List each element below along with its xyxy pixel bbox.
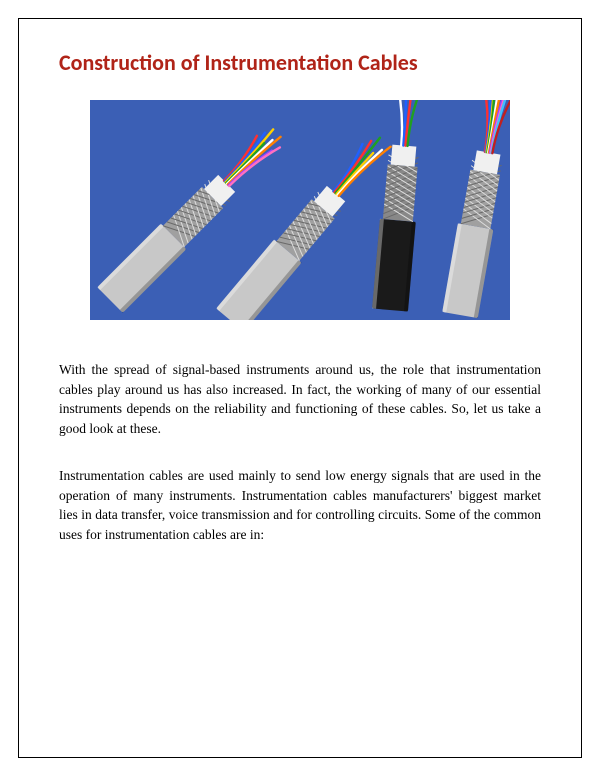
- paragraph-1: With the spread of signal-based instrume…: [59, 360, 541, 438]
- document-title: Construction of Instrumentation Cables: [59, 49, 541, 76]
- page-border: Construction of Instrumentation Cables W…: [18, 18, 582, 758]
- hero-image: [90, 100, 510, 320]
- hero-image-wrap: [59, 100, 541, 320]
- paragraph-2: Instrumentation cables are used mainly t…: [59, 466, 541, 544]
